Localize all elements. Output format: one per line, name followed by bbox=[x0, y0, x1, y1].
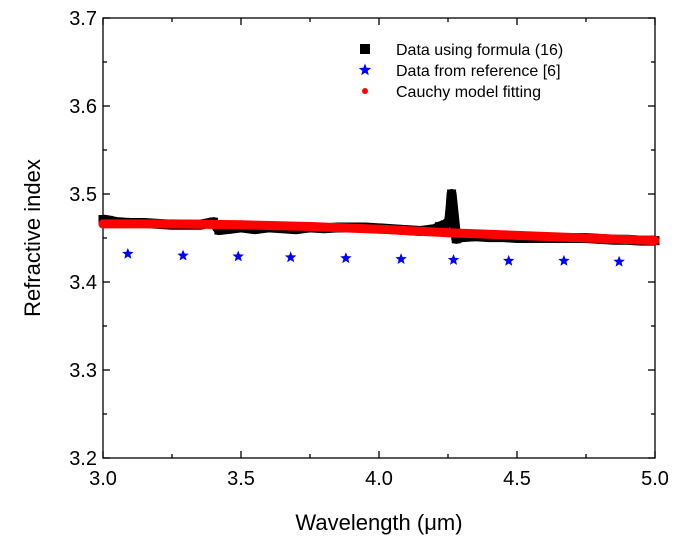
series-reference-group bbox=[122, 247, 625, 267]
legend: Data using formula (16) Data from referen… bbox=[358, 42, 563, 101]
formula-data-point bbox=[435, 222, 445, 232]
x-axis-title: Wavelength (μm) bbox=[295, 510, 462, 535]
cauchy-fit-point bbox=[236, 220, 246, 230]
reference-data-point bbox=[284, 251, 297, 263]
reference-data-point bbox=[340, 252, 352, 264]
x-tick-label: 3.0 bbox=[89, 468, 117, 490]
formula-data-point bbox=[451, 234, 461, 244]
reference-data-point bbox=[177, 249, 189, 261]
x-tick-label: 5.0 bbox=[641, 468, 669, 490]
formula-data-point bbox=[447, 189, 457, 199]
series-cauchy-group bbox=[98, 219, 660, 246]
y-tick-label: 3.6 bbox=[69, 96, 97, 118]
reference-data-point bbox=[558, 254, 570, 266]
y-tick-label: 3.3 bbox=[69, 360, 97, 382]
x-tick-label: 4.0 bbox=[365, 468, 393, 490]
reference-data-point bbox=[503, 254, 515, 266]
cauchy-fit-point bbox=[512, 230, 522, 240]
legend-circle-marker bbox=[362, 88, 368, 94]
legend-square-marker bbox=[360, 44, 370, 54]
legend-label: Data from reference [6] bbox=[396, 63, 561, 80]
formula-data-point bbox=[214, 225, 224, 235]
formula-data-point bbox=[446, 200, 456, 210]
reference-data-point bbox=[122, 247, 134, 259]
y-axis-title: Refractive index bbox=[20, 159, 45, 317]
y-tick-label: 3.7 bbox=[69, 8, 97, 30]
y-tick-label: 3.4 bbox=[69, 272, 97, 294]
cauchy-fit-point bbox=[581, 233, 591, 243]
legend-label: Cauchy model fitting bbox=[396, 84, 541, 101]
cauchy-fit-point bbox=[167, 219, 177, 229]
y-tick-label: 3.5 bbox=[69, 184, 97, 206]
x-tick-label: 3.5 bbox=[227, 468, 255, 490]
legend-star-marker bbox=[358, 63, 372, 76]
reference-data-point bbox=[447, 254, 460, 265]
legend-label: Data using formula (16) bbox=[396, 42, 563, 59]
formula-data-point bbox=[222, 224, 232, 234]
reference-data-point bbox=[232, 250, 244, 262]
reference-data-point bbox=[613, 255, 625, 267]
cauchy-fit-point bbox=[374, 224, 384, 234]
cauchy-fit-point bbox=[98, 219, 108, 229]
cauchy-fit-point bbox=[443, 228, 453, 238]
cauchy-fit-point bbox=[305, 222, 315, 232]
formula-data-point bbox=[444, 215, 454, 225]
x-tick-label: 4.5 bbox=[503, 468, 531, 490]
y-tick-label: 3.2 bbox=[69, 448, 97, 470]
cauchy-fit-point bbox=[650, 236, 660, 246]
reference-data-point bbox=[395, 253, 407, 264]
